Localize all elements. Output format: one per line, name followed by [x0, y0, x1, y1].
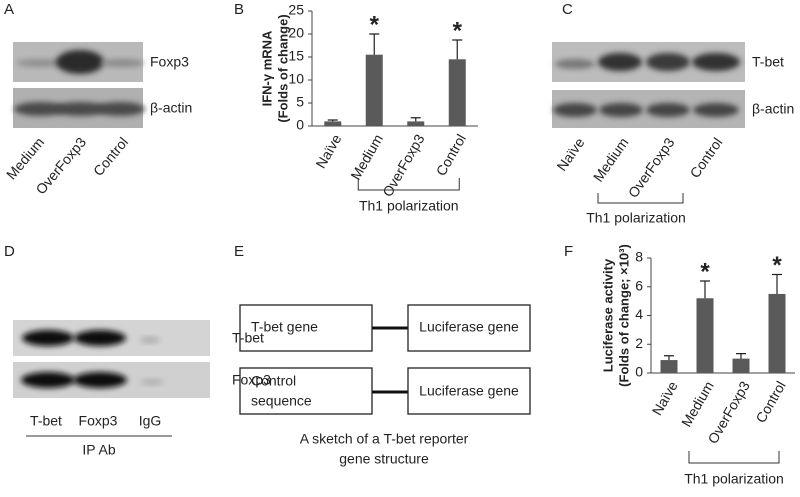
significance-mark: * — [370, 11, 380, 38]
lane-label: Naïve — [553, 134, 587, 173]
error-bar — [327, 119, 338, 122]
caption: A sketch of a T-bet reporter — [300, 431, 469, 447]
y-tick-label: 10 — [288, 71, 304, 87]
x-tick-label: Medium — [347, 131, 386, 182]
y-axis-label: IFN-γ mRNA — [259, 30, 274, 106]
panel-letter: F — [564, 243, 573, 260]
y-tick-label: 25 — [288, 2, 304, 18]
significance-mark: * — [700, 258, 710, 285]
y-tick-label: 0 — [635, 364, 643, 380]
bar — [448, 59, 466, 126]
band-label: β-actin — [752, 101, 794, 117]
panel-letter: C — [562, 1, 573, 18]
bar — [732, 358, 750, 373]
blot — [552, 42, 745, 128]
lane-label: Control — [90, 134, 131, 179]
gene-box — [407, 367, 531, 415]
y-tick-label: 5 — [296, 94, 304, 110]
band-label: β-actin — [150, 100, 192, 116]
lane-label: IgG — [139, 413, 162, 429]
error-bar — [772, 273, 782, 294]
significance-mark: * — [772, 252, 782, 279]
blot — [13, 42, 145, 128]
panel-letter: B — [234, 1, 244, 18]
group-label: IP Ab — [82, 442, 115, 458]
blot — [13, 320, 210, 398]
y-tick-label: 15 — [288, 48, 304, 64]
error-bar — [664, 355, 674, 361]
group-label: Th1 polarization — [684, 471, 784, 487]
y-tick-label: 0 — [296, 117, 304, 133]
y-axis-label: (Folds of change) — [275, 14, 290, 122]
bar — [407, 121, 425, 126]
panel-letter: D — [4, 243, 15, 260]
y-axis-label: (Folds of change; ×10³) — [616, 244, 631, 387]
x-tick-label: Medium — [678, 378, 717, 429]
panel-letter: E — [234, 243, 244, 260]
lane-label: Medium — [590, 135, 632, 185]
panel-e: E T-bet gene Luciferase gene Control seq… — [234, 243, 531, 467]
band-label: Foxp3 — [232, 372, 271, 388]
bar — [660, 360, 678, 373]
band-label: T-bet — [752, 54, 784, 70]
box-label: sequence — [251, 393, 312, 409]
gene-box — [407, 304, 531, 352]
bar — [324, 121, 342, 126]
group-label: Th1 polarization — [586, 210, 686, 226]
y-tick-label: 6 — [635, 277, 643, 293]
error-bar — [410, 117, 421, 122]
box-label: Control — [251, 373, 296, 389]
y-axis-label: Luciferase activity — [600, 258, 615, 372]
panel-letter: A — [4, 1, 14, 18]
lane-label: T-bet — [30, 413, 62, 429]
error-bar — [452, 39, 463, 60]
panel-c: C T-bet β-actin Naïve Medium OverFoxp3 C… — [552, 1, 794, 226]
lane-label: OverFoxp3 — [625, 134, 678, 200]
bar — [365, 54, 383, 127]
band-label: Foxp3 — [150, 54, 189, 70]
error-bar — [736, 352, 746, 359]
x-tick-label: Naïve — [649, 378, 681, 418]
group-label: Th1 polarization — [359, 198, 459, 214]
bar — [696, 298, 714, 373]
error-bar — [700, 280, 710, 299]
y-tick-label: 8 — [635, 249, 643, 265]
lane-label: Foxp3 — [79, 413, 118, 429]
x-tick-label: Control — [433, 131, 469, 178]
bracket — [597, 193, 684, 204]
bracket — [688, 451, 780, 464]
box-label: T-bet gene — [251, 319, 318, 335]
significance-mark: * — [453, 17, 463, 44]
bar — [768, 293, 786, 373]
error-bar — [369, 33, 380, 55]
x-tick-label: Naïve — [312, 131, 344, 171]
bracket — [357, 178, 460, 191]
y-tick-label: 2 — [635, 335, 643, 351]
box-label: Luciferase gene — [419, 319, 519, 335]
lane-label: Control — [686, 135, 725, 181]
panel-a: A Foxp3 β-actin Medium OverFoxp3 Control — [3, 1, 192, 197]
x-tick-label: OverFoxp3 — [379, 131, 428, 199]
y-tick-label: 20 — [288, 25, 304, 41]
caption: gene structure — [339, 451, 429, 467]
lane-label: Medium — [3, 134, 47, 182]
panel-d: D T-bet Foxp3 T-bet Foxp3 IgG IP Ab — [4, 243, 271, 458]
y-tick-label: 4 — [635, 306, 643, 322]
box-label: Luciferase gene — [419, 383, 519, 399]
x-tick-label: Control — [752, 378, 788, 425]
